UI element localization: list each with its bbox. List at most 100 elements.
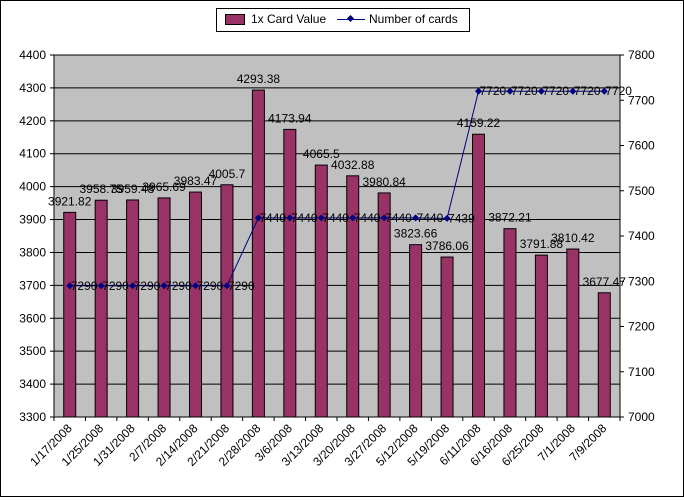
line-marker	[317, 214, 325, 222]
line-data-label: 7290	[102, 279, 129, 293]
y-tick-label: 3500	[19, 344, 46, 358]
left-axis-labels: 3300 3400 3500 3600 3700 3800 3900 4000 4100 4200…	[19, 48, 46, 424]
line-data-label: 7290	[197, 279, 224, 293]
bar	[189, 191, 202, 418]
legend-item-line: Number of cards	[337, 12, 458, 26]
bar-data-label: 3959.48	[111, 182, 155, 196]
line-data-label: 7440	[322, 211, 349, 225]
y2-tick-label: 7700	[628, 93, 655, 107]
line-data-label: 7439	[448, 211, 475, 225]
bar-data-label: 3980.84	[362, 175, 406, 189]
bar-data-label: 3786.06	[425, 239, 469, 253]
y-tick-label: 4100	[19, 147, 46, 161]
line-data-label: 7440	[259, 211, 286, 225]
bar-data-label: 4065.5	[303, 147, 340, 161]
bar-data-label: 3965.69	[142, 180, 186, 194]
bar	[94, 199, 108, 418]
line-marker	[160, 282, 168, 290]
line-data-label: 7440	[417, 211, 444, 225]
bar	[314, 164, 328, 418]
bar-swatch-icon	[225, 13, 245, 25]
bar	[126, 199, 140, 418]
y2-tick-label: 7000	[628, 410, 655, 424]
y2-tick-label: 7300	[628, 274, 655, 288]
y-tick-label: 3700	[19, 278, 46, 292]
bar-data-label: 3872.21	[488, 211, 532, 225]
bar	[157, 197, 171, 418]
bar-data-label: 4159.22	[457, 116, 501, 130]
line-marker	[349, 214, 357, 222]
line-marker	[191, 282, 200, 290]
line-marker	[537, 87, 545, 95]
line-data-label: 7720	[511, 84, 538, 98]
legend-label-line: Number of cards	[369, 12, 458, 26]
line-path	[69, 90, 605, 287]
line-marker	[443, 214, 451, 222]
line-marker	[506, 87, 514, 95]
line-data-label: 7720	[542, 84, 569, 98]
line-series	[66, 87, 608, 290]
y-tick-label: 3600	[19, 311, 46, 325]
y-tick-label: 3300	[19, 410, 46, 424]
bar-data-labels: 3921.823958.753959.483965.693983.474005.…	[48, 72, 626, 289]
line-data-label: 7290	[165, 279, 192, 293]
line-marker	[286, 214, 294, 222]
bar-series	[63, 89, 611, 418]
bar	[503, 228, 517, 418]
legend: 1x Card Value Number of cards	[216, 8, 470, 32]
bar-data-label: 3958.75	[79, 182, 123, 196]
line-marker	[474, 87, 483, 95]
plot-area	[53, 54, 621, 418]
y-tick-label: 3400	[19, 377, 46, 391]
line-marker	[569, 87, 577, 95]
bar	[566, 248, 580, 418]
line-marker	[66, 282, 74, 290]
line-marker	[223, 282, 231, 290]
x-axis-labels: 1/17/20081/25/20081/31/20082/7/20082/14/…	[27, 421, 609, 469]
line-data-label: 7290	[134, 279, 161, 293]
line-swatch-icon	[337, 13, 365, 25]
bar-data-label: 3677.47	[583, 275, 627, 289]
bar-data-label: 4293.38	[237, 72, 281, 86]
bar	[409, 244, 423, 418]
y2-tick-label: 7500	[628, 184, 655, 198]
bar-data-label: 3921.82	[48, 194, 92, 208]
bar	[597, 292, 611, 418]
line-data-label: 7440	[385, 211, 412, 225]
line-marker	[97, 282, 105, 290]
line-data-label: 7720	[480, 84, 507, 98]
y2-tick-label: 7800	[628, 48, 655, 62]
line-marker	[412, 214, 420, 222]
bar-data-label: 3823.66	[394, 227, 438, 241]
bar-data-label: 4032.88	[331, 158, 375, 172]
y2-tick-label: 7200	[628, 320, 655, 334]
y-tick-label: 4000	[19, 180, 46, 194]
bar	[63, 211, 77, 418]
y2-tick-label: 7400	[628, 229, 655, 243]
bar	[472, 133, 485, 418]
line-data-labels: 7290 7290 7290 7290 7290 7290 7440 7440 7440 7440…	[71, 84, 633, 293]
y-tick-label: 4300	[19, 81, 46, 95]
line-data-label: 7440	[354, 211, 381, 225]
y2-tick-label: 7100	[628, 365, 655, 379]
y2-tick-label: 7600	[628, 139, 655, 153]
legend-item-bar: 1x Card Value	[225, 12, 326, 26]
line-marker	[254, 214, 262, 222]
line-data-label: 7290	[228, 279, 255, 293]
bar	[283, 128, 297, 418]
y-tick-label: 3800	[19, 245, 46, 259]
bar	[251, 89, 265, 418]
line-data-label: 7290	[71, 279, 98, 293]
bar	[534, 254, 548, 418]
bar-data-label: 3791.88	[520, 237, 564, 251]
line-data-label: 7720	[574, 84, 601, 98]
line-marker	[600, 87, 608, 95]
bar	[440, 256, 454, 418]
y-tick-label: 4200	[19, 114, 46, 128]
bar	[346, 175, 360, 418]
bar-data-label: 3983.47	[174, 174, 218, 188]
y-tick-label: 4400	[19, 48, 46, 62]
line-data-label: 7720	[605, 84, 632, 98]
